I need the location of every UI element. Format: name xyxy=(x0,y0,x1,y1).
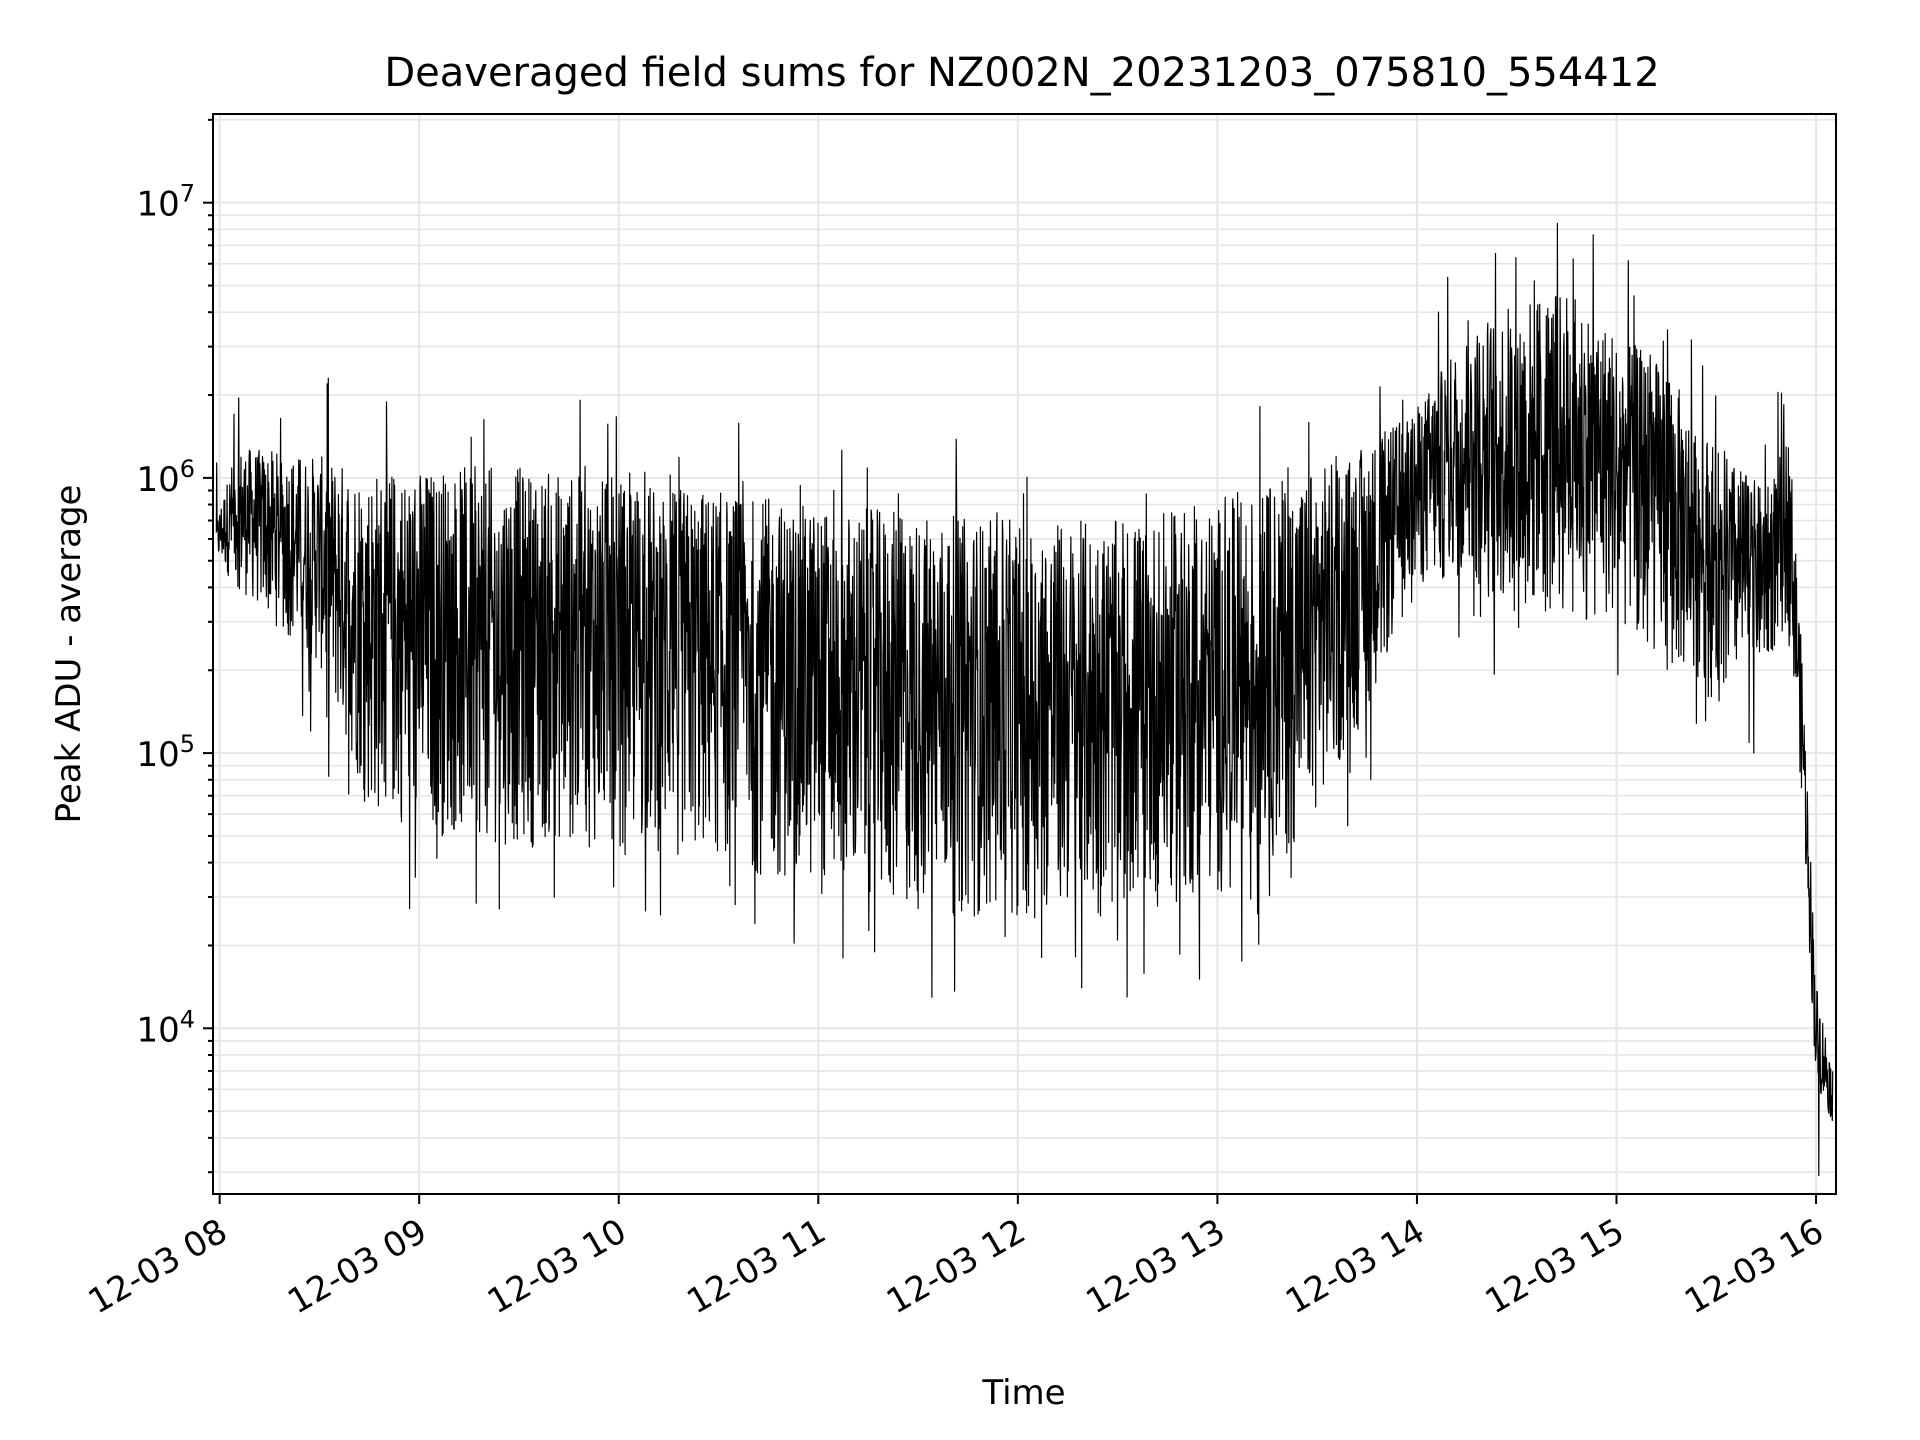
grid xyxy=(213,114,1836,1194)
chart-title: Deaveraged field sums for NZ002N_2023120… xyxy=(384,50,1659,96)
y-tick-label: 105 xyxy=(136,730,195,775)
y-tick-label: 107 xyxy=(136,180,195,225)
series-path xyxy=(215,222,1834,1177)
plot-frame xyxy=(212,113,1837,1195)
y-axis: 104 105 106 107 xyxy=(136,118,213,1174)
x-axis-label: Time xyxy=(981,1373,1065,1413)
series-line xyxy=(215,222,1834,1177)
y-tick-label: 104 xyxy=(136,1005,195,1050)
y-axis-label: Peak ADU - average xyxy=(49,485,89,824)
y-tick-label: 106 xyxy=(136,455,195,500)
